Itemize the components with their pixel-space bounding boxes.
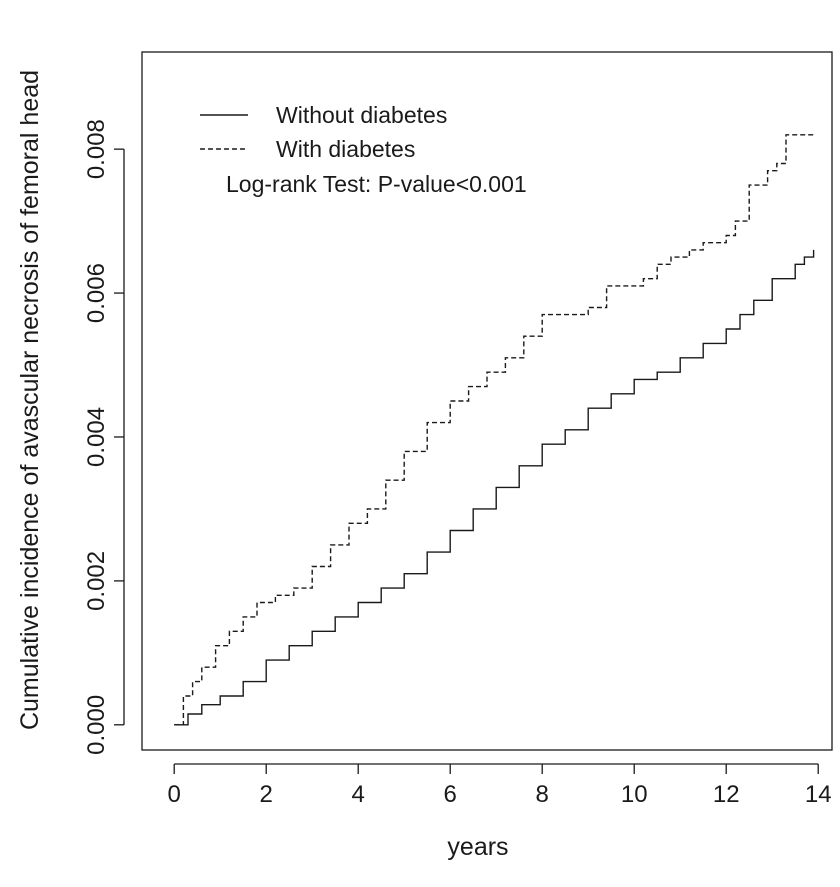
x-tick-label: 6 (444, 781, 457, 808)
y-tick-label: 0.004 (83, 407, 110, 467)
legend-label-with-diabetes: With diabetes (276, 136, 415, 162)
plot-area (141, 51, 833, 751)
logrank-annotation: Log-rank Test: P-value<0.001 (226, 171, 527, 197)
x-tick-label: 2 (260, 781, 273, 808)
x-axis: 0 2 4 6 8 10 12 14 (168, 763, 832, 808)
y-tick-label: 0.002 (83, 551, 110, 611)
y-tick-label: 0.008 (83, 119, 110, 179)
plot-frame (141, 51, 833, 751)
x-axis-label: years (447, 833, 508, 861)
legend-label-without-diabetes: Without diabetes (276, 102, 447, 128)
y-axis: 0.000 0.002 0.004 0.006 0.008 (83, 119, 125, 755)
legend: Without diabetes With diabetes Log-rank … (200, 102, 527, 197)
x-tick-label: 10 (621, 781, 648, 808)
y-axis-label: Cumulative incidence of avascular necros… (16, 70, 44, 730)
series-line-without-diabetes (174, 249, 815, 726)
x-tick-label: 12 (713, 781, 740, 808)
series-group (174, 134, 815, 726)
x-tick-label: 8 (536, 781, 549, 808)
y-tick-label: 0.000 (83, 695, 110, 755)
axes: 0 2 4 6 8 10 12 14 0.000 0.002 0.004 0.006 0.008 (83, 119, 832, 808)
x-tick-label: 0 (168, 781, 181, 808)
series-line-with-diabetes (174, 134, 814, 726)
x-tick-label: 4 (352, 781, 365, 808)
y-tick-label: 0.006 (83, 263, 110, 323)
x-tick-label: 14 (805, 781, 832, 808)
